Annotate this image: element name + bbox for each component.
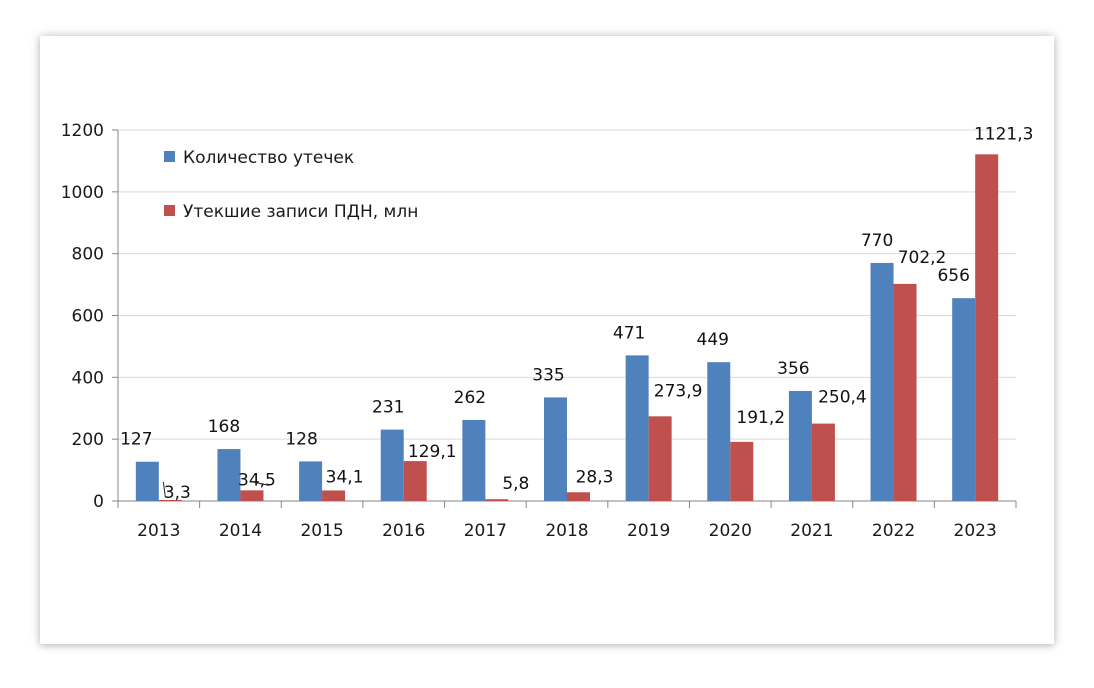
bar-records: [403, 461, 427, 501]
bar-records: [240, 490, 264, 501]
y-tick-label: 0: [93, 492, 104, 512]
bar-records: [322, 490, 346, 501]
x-tick-label: 2013: [137, 521, 180, 541]
data-label-records: 5,8: [502, 474, 529, 494]
y-tick-label: 1200: [61, 121, 104, 141]
bars: [135, 154, 999, 501]
x-tick-label: 2020: [709, 521, 752, 541]
data-label-records: 3,3: [164, 483, 191, 503]
y-tick-label: 400: [72, 368, 104, 388]
data-label-leaks: 231: [372, 398, 404, 418]
legend-swatch: [164, 151, 175, 162]
y-tick-label: 200: [72, 430, 104, 450]
data-label-records: 250,4: [818, 388, 867, 408]
data-label-leaks: 262: [454, 388, 486, 408]
y-tick-label: 800: [72, 245, 104, 265]
data-label-records: 1121,3: [974, 124, 1033, 144]
data-label-leaks: 128: [285, 429, 317, 449]
bar-leaks: [462, 419, 486, 501]
y-tick-label: 1000: [61, 183, 104, 203]
bar-records: [648, 416, 672, 501]
bar-leaks: [707, 362, 731, 501]
data-label-leaks: 656: [937, 266, 969, 286]
x-tick-label: 2017: [464, 521, 507, 541]
x-tick-label: 2016: [382, 521, 425, 541]
leader-line: [249, 480, 270, 486]
data-label-leaks: 471: [613, 323, 645, 343]
data-labels: 127 168 128 231 262 335 471 449 356 770 656 3,3 34,5…: [120, 124, 1033, 503]
legend: Количество утечек Утекшие записи ПДН, млн: [164, 148, 418, 222]
data-label-leaks: 335: [532, 365, 564, 385]
legend-label: Количество утечек: [183, 148, 354, 168]
data-label-leaks: 449: [697, 330, 729, 350]
data-label-leaks: 356: [777, 359, 809, 379]
x-tick-label: 2021: [790, 521, 833, 541]
bar-records: [485, 499, 509, 501]
bar-records: [730, 441, 754, 501]
legend-label: Утекшие записи ПДН, млн: [183, 202, 418, 222]
gridlines: [118, 129, 1016, 440]
x-tick-label: 2014: [219, 521, 262, 541]
bar-leaks: [380, 429, 404, 501]
bar-records: [975, 154, 999, 501]
data-label-leaks: 127: [120, 430, 152, 450]
bar-leaks: [952, 298, 976, 501]
x-tick-label: 2015: [300, 521, 343, 541]
data-label-leaks: 168: [208, 417, 240, 437]
leader-line: [162, 481, 166, 498]
bar-leaks: [625, 355, 649, 501]
bar-leaks: [217, 449, 241, 501]
data-label-records: 28,3: [576, 467, 614, 487]
data-label-records: 702,2: [898, 248, 947, 268]
bar-records: [158, 499, 182, 501]
data-label-records: 129,1: [408, 442, 457, 462]
bar-leaks: [135, 461, 159, 501]
bar-leaks: [299, 461, 323, 501]
x-tick-label: 2019: [627, 521, 670, 541]
x-tick-label: 2018: [545, 521, 588, 541]
data-label-records: 34,5: [238, 470, 276, 490]
data-label-records: 273,9: [654, 381, 703, 401]
x-tick-label: 2022: [872, 521, 915, 541]
y-tick-label: 600: [72, 307, 104, 327]
bar-leaks: [544, 397, 567, 501]
bar-leaks: [870, 262, 894, 501]
x-tick-label: 2023: [954, 521, 997, 541]
legend-swatch: [164, 205, 175, 216]
bar-records: [893, 283, 917, 501]
data-label-records: 34,1: [326, 467, 364, 487]
data-label-leaks: 770: [861, 231, 893, 251]
bar-records: [811, 423, 835, 501]
data-label-records: 191,2: [736, 408, 785, 428]
axes: 0 200 400 600 800 1000 1200 2013 2014 2015 2016 201…: [61, 121, 1017, 541]
bar-leaks: [788, 390, 812, 501]
bar-records: [567, 492, 590, 501]
